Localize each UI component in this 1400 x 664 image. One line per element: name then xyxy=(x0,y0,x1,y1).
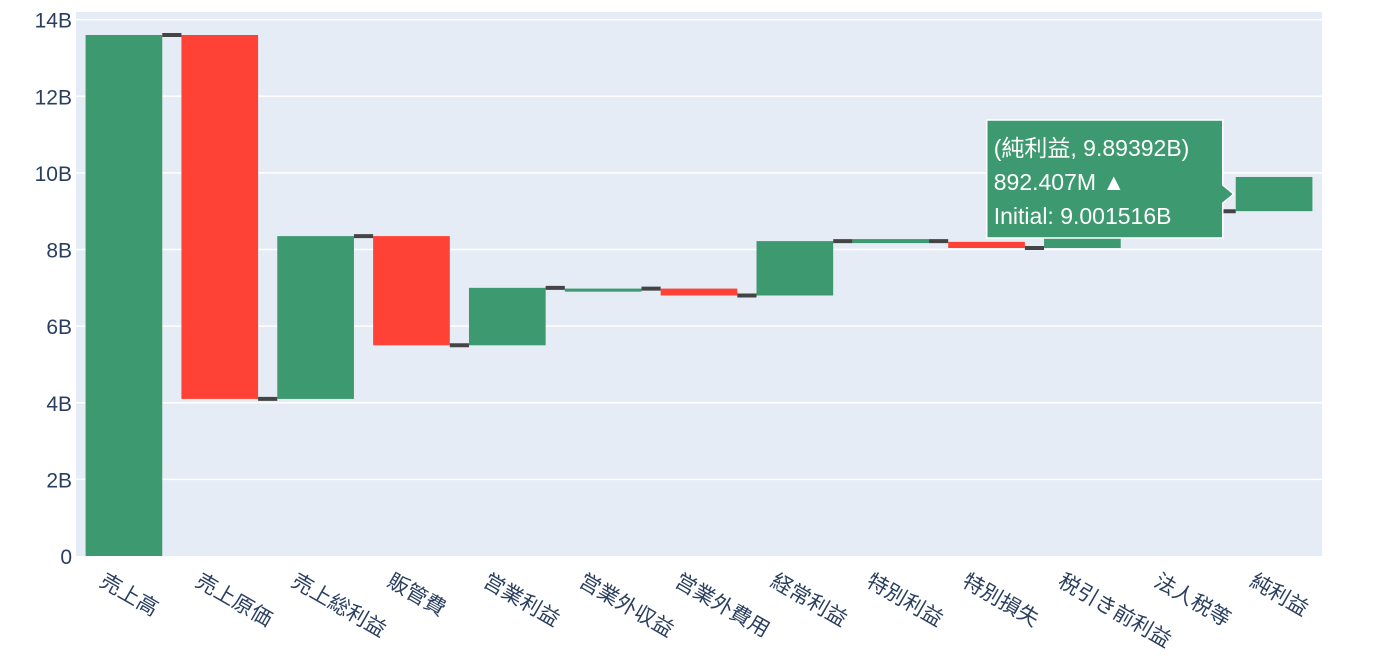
tooltip-line-2: 892.407M ▲ xyxy=(994,169,1125,195)
y-axis-ticks: 0 2B 4B 6B 8B 10B 12B 14B xyxy=(35,10,72,569)
y-tick-label: 8B xyxy=(46,240,72,263)
y-tick-label: 0 xyxy=(60,546,72,569)
waterfall-bar xyxy=(564,288,642,292)
waterfall-bar xyxy=(85,34,163,557)
hover-tooltip: (純利益, 9.89392B) 892.407M ▲ Initial: 9.00… xyxy=(985,119,1235,239)
waterfall-bar xyxy=(1235,176,1313,212)
x-tick-label: 売上高 xyxy=(96,569,163,621)
waterfall-bar xyxy=(277,236,354,399)
waterfall-bar xyxy=(468,287,546,346)
waterfall-bar xyxy=(756,241,834,296)
y-tick-label: 6B xyxy=(46,316,72,339)
plot-background xyxy=(76,12,1322,556)
waterfall-bar xyxy=(373,236,450,346)
x-tick-label: 特別損失 xyxy=(958,569,1043,632)
x-tick-label: 販管費 xyxy=(383,569,450,621)
x-tick-label: 営業外費用 xyxy=(671,569,774,642)
y-tick-label: 4B xyxy=(46,393,72,416)
tooltip-line-1: (純利益, 9.89392B) xyxy=(994,135,1190,161)
waterfall-bar xyxy=(948,241,1025,248)
waterfall-bar xyxy=(660,288,738,296)
x-tick-label: 法人税等 xyxy=(1150,569,1235,632)
waterfall-bar xyxy=(181,34,259,399)
connectors xyxy=(162,32,1236,401)
y-tick-label: 12B xyxy=(35,86,72,109)
x-tick-label: 特別利益 xyxy=(863,569,948,632)
tooltip-box xyxy=(985,119,1235,239)
waterfall-bar xyxy=(852,239,930,244)
y-tick-label: 10B xyxy=(35,163,72,186)
tooltip-line-3: Initial: 9.001516B xyxy=(994,203,1172,229)
x-tick-label: 営業利益 xyxy=(479,569,564,632)
y-tick-label: 14B xyxy=(35,10,72,33)
bars xyxy=(85,34,1313,557)
x-tick-label: 売上総利益 xyxy=(288,569,391,642)
x-tick-label: 営業外収益 xyxy=(575,569,678,642)
y-tick-label: 2B xyxy=(46,469,72,492)
x-tick-label: 売上原価 xyxy=(192,569,277,632)
x-tick-label: 純利益 xyxy=(1246,569,1313,621)
x-tick-label: 経常利益 xyxy=(767,569,852,632)
